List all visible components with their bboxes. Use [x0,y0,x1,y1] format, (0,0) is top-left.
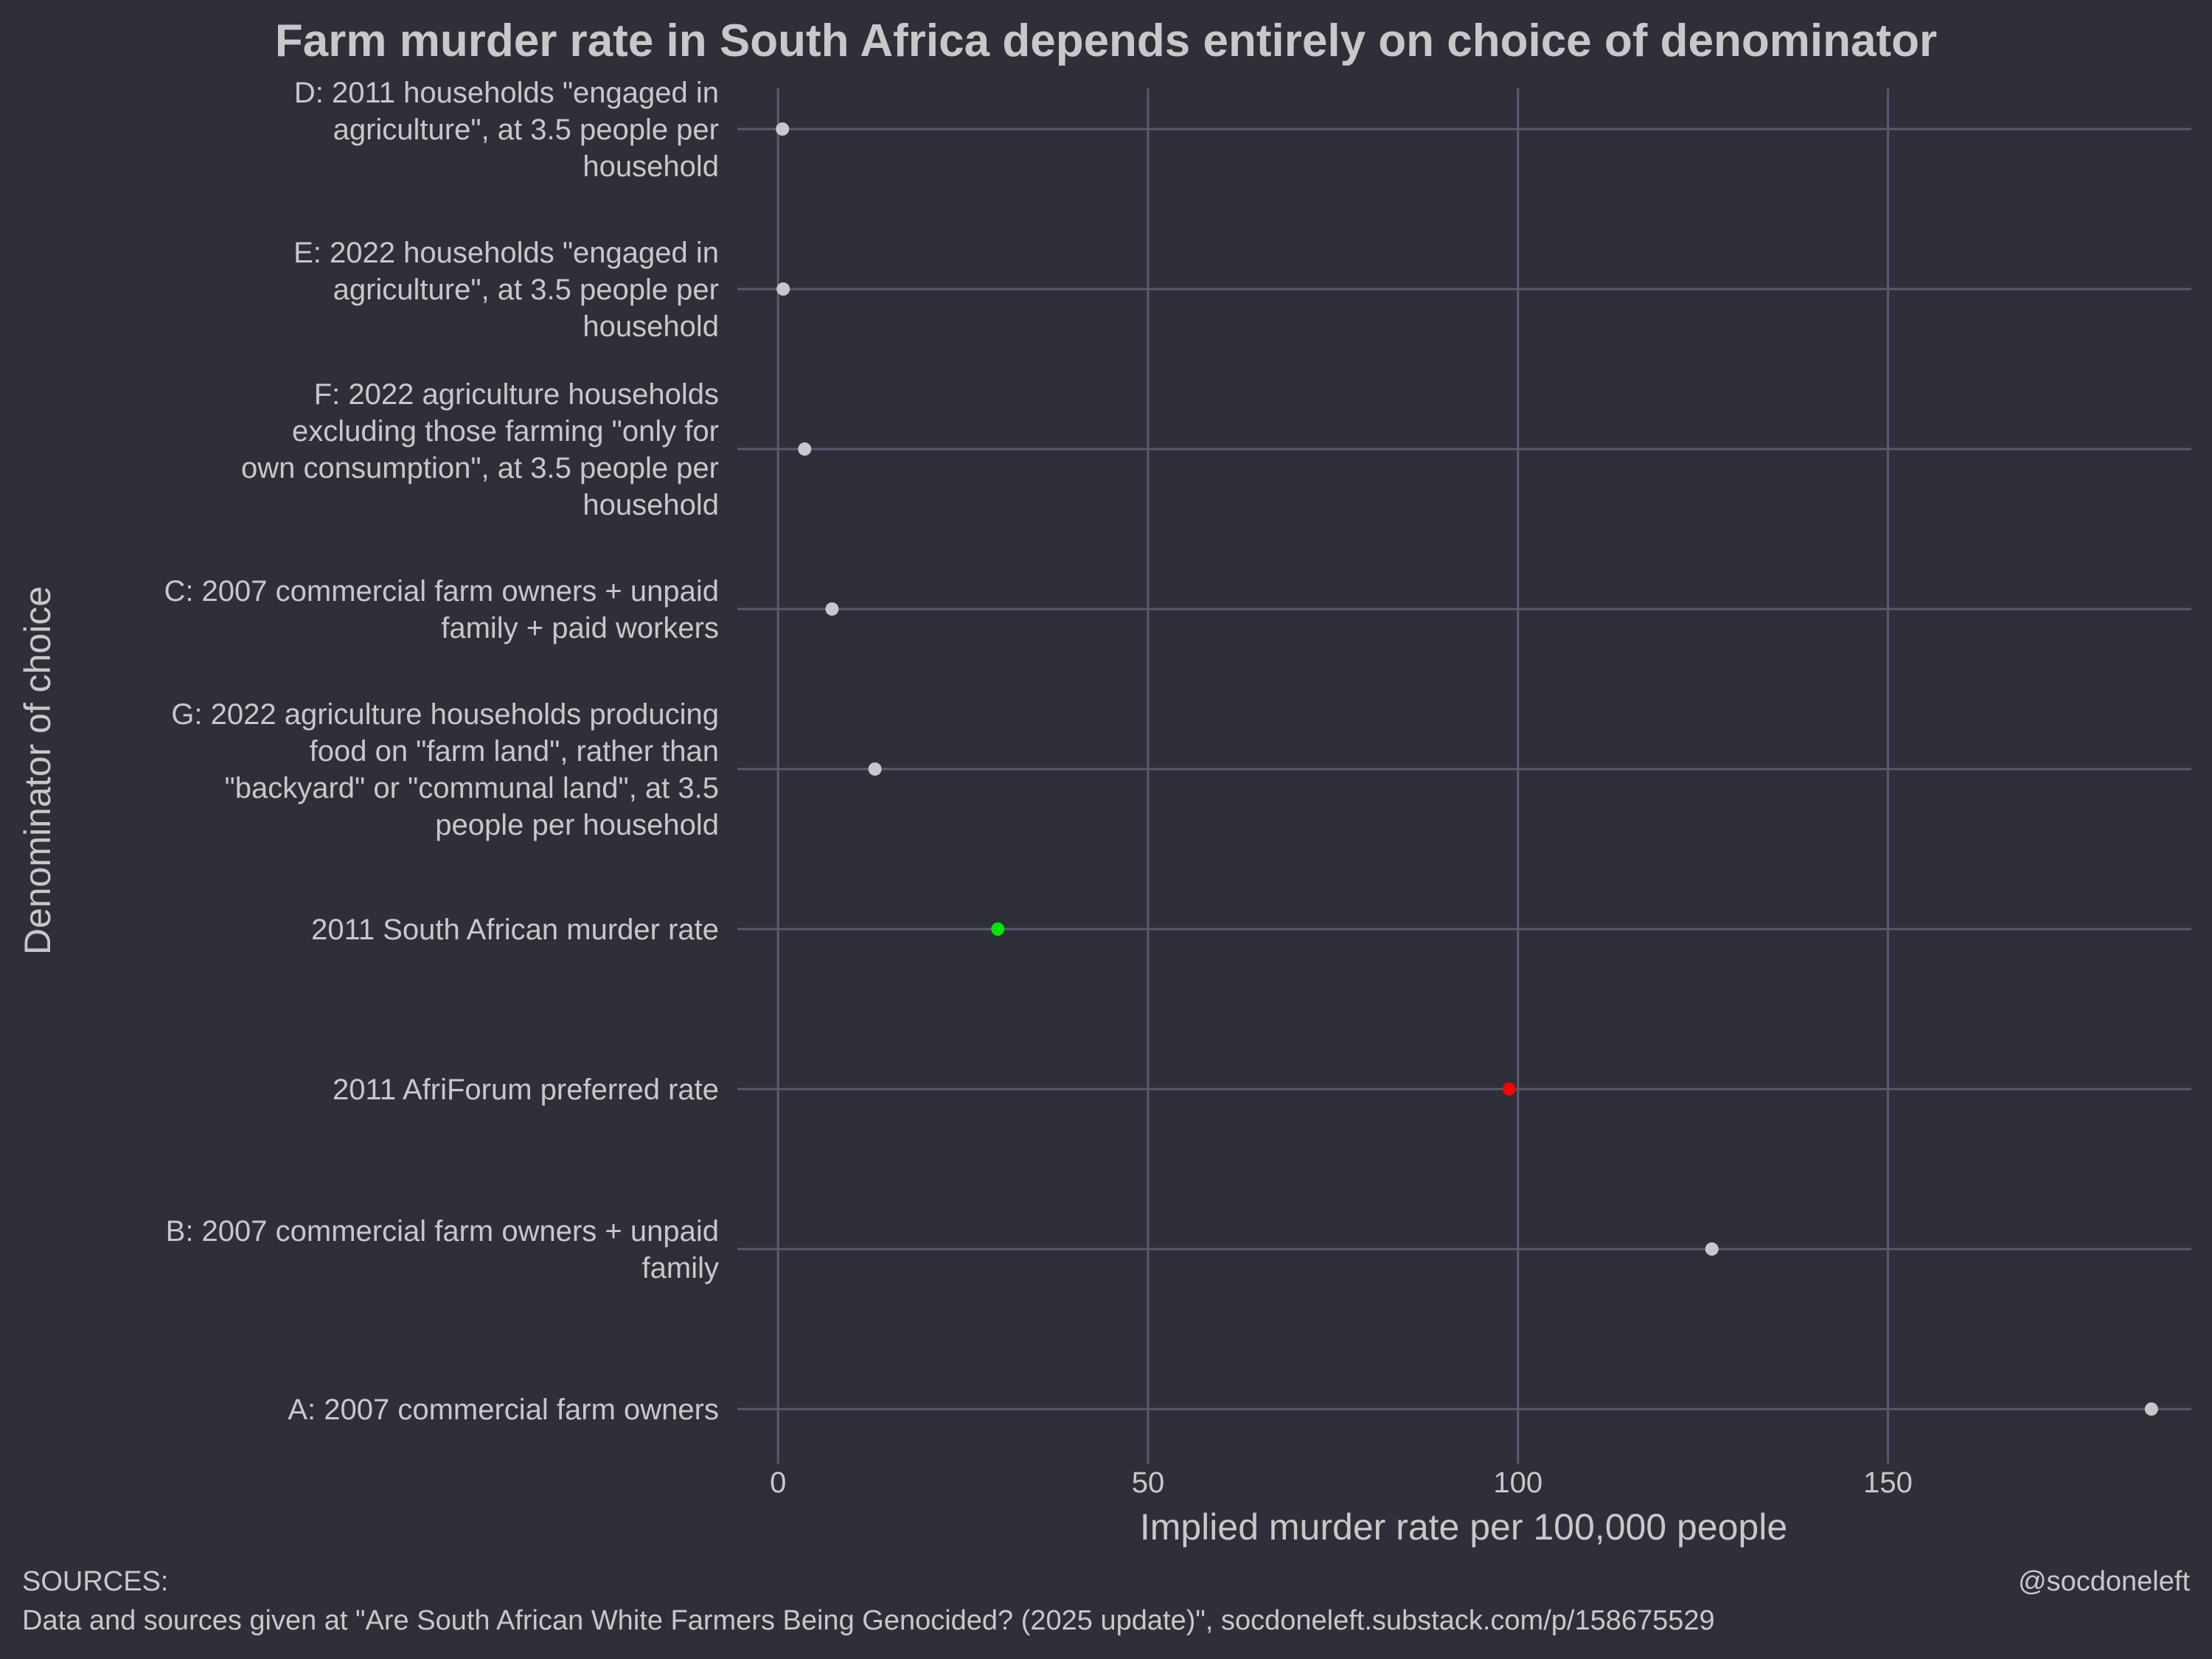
data-point [825,602,839,616]
data-point [776,122,790,136]
category-label: F: 2022 agriculture households excluding … [241,378,719,521]
x-tick-label: 0 [770,1467,786,1499]
category-label: 2011 AfriForum preferred rate [333,1074,719,1106]
data-point [1502,1082,1516,1096]
x-tick-label: 100 [1493,1467,1543,1499]
x-axis-ticks: 0 50 100 150 [770,1467,1913,1499]
data-points [776,122,2158,1416]
category-label: D: 2011 households "engaged in agricultur… [294,77,719,183]
data-point [1705,1242,1719,1256]
data-point [2144,1402,2158,1416]
x-axis-title: Implied murder rate per 100,000 people [1140,1506,1787,1548]
category-label: A: 2007 commercial farm owners [288,1394,719,1426]
x-tick-label: 50 [1132,1467,1165,1499]
y-axis-title: Denominator of choice [17,586,58,955]
category-label: G: 2022 agriculture households producing… [171,698,719,841]
grid-layer [737,88,2191,1464]
sources-heading: SOURCES: [22,1566,168,1597]
data-point [776,282,790,296]
category-labels: D: 2011 households "engaged in agricultur… [164,77,719,1426]
data-point [868,762,882,776]
sources-text: Data and sources given at "Are South Afr… [22,1605,1715,1636]
category-label: E: 2022 households "engaged in agricultur… [293,237,719,343]
category-label: 2011 South African murder rate [311,914,719,946]
chart-title: Farm murder rate in South Africa depends… [275,15,1937,66]
category-label: B: 2007 commercial farm owners + unpaid f… [166,1215,719,1284]
data-point [798,442,812,456]
author-credit: @socdoneleft [2018,1566,2190,1597]
data-point [991,922,1005,936]
x-tick-label: 150 [1863,1467,1913,1499]
category-label: C: 2007 commercial farm owners + unpaid f… [164,575,719,644]
